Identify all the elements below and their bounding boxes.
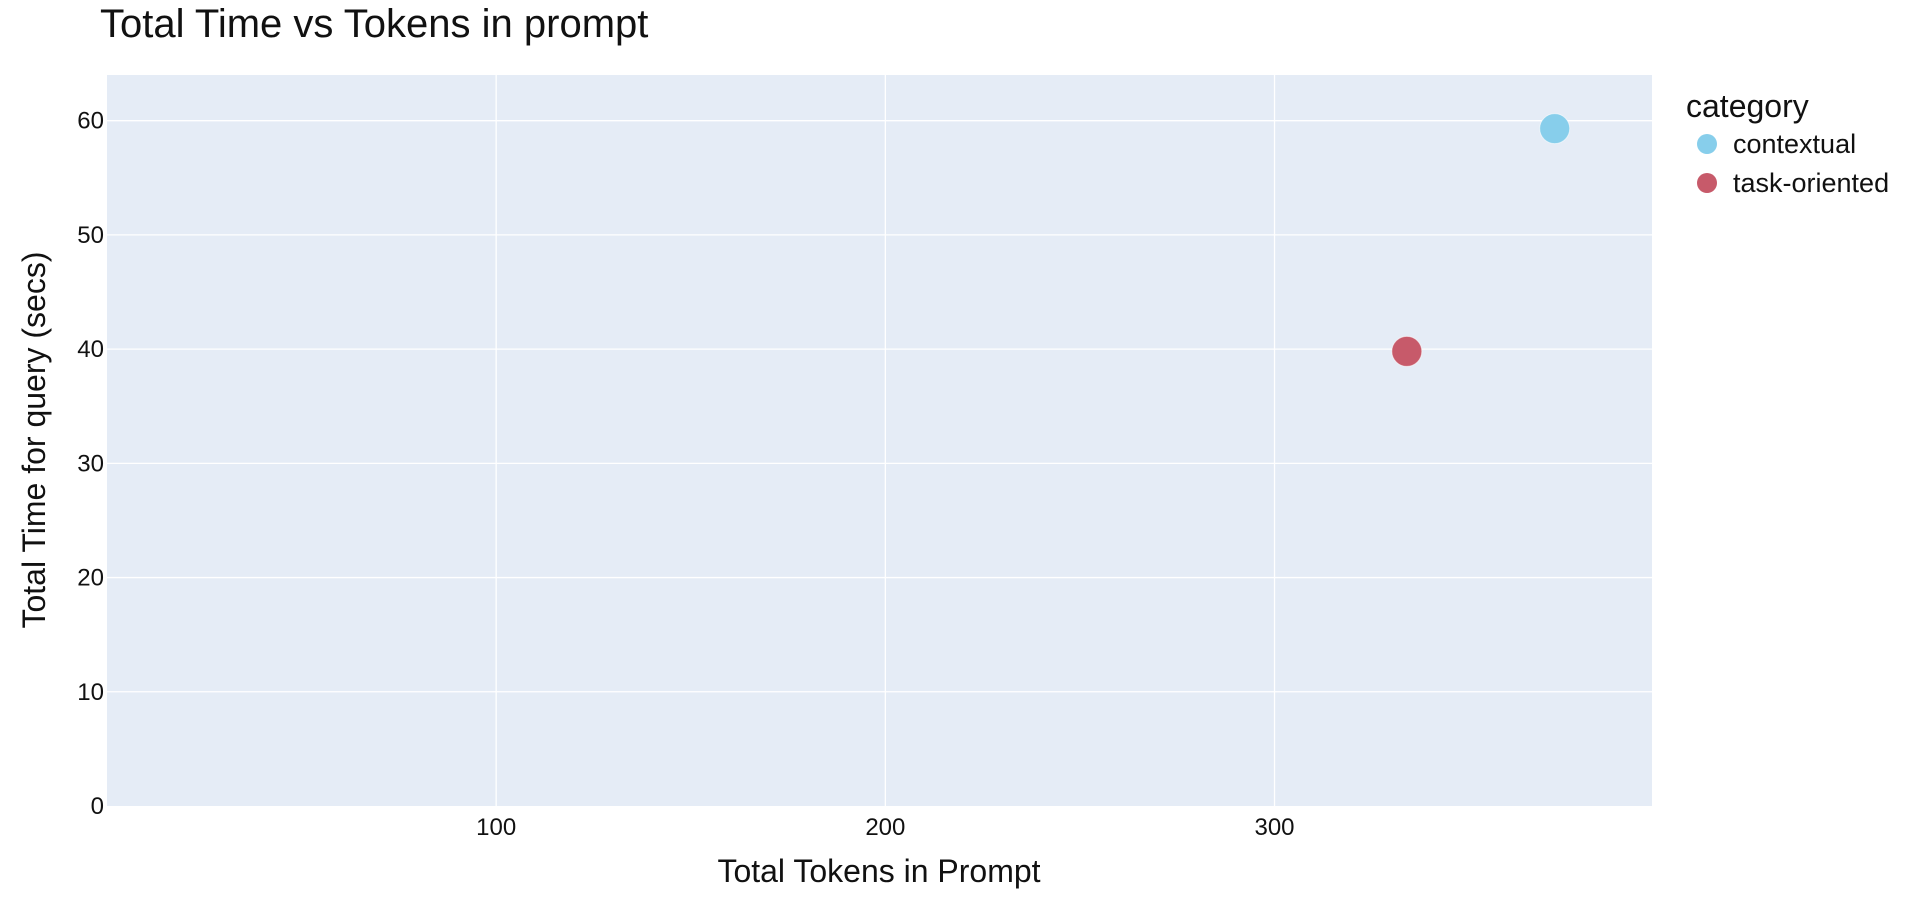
plot-area [107, 75, 1652, 806]
x-tick-label: 200 [865, 814, 905, 841]
legend: category contextual task-oriented [1686, 88, 1889, 198]
y-tick-label: 20 [77, 565, 104, 592]
y-axis-title: Total Time for query (secs) [16, 252, 52, 629]
legend-title: category [1686, 88, 1809, 124]
y-tick-label: 10 [77, 679, 104, 706]
y-tick-label: 60 [77, 108, 104, 135]
x-tick-label: 300 [1254, 814, 1294, 841]
legend-label-task-oriented: task-oriented [1733, 168, 1889, 198]
y-tick-label: 0 [91, 793, 104, 820]
legend-marker-contextual [1697, 134, 1717, 154]
y-tick-label: 30 [77, 450, 104, 477]
x-axis-ticks: 100 200 300 [476, 814, 1294, 841]
data-point-contextual [1539, 113, 1571, 145]
data-points [1391, 113, 1571, 367]
legend-label-contextual: contextual [1733, 129, 1856, 159]
y-tick-label: 40 [77, 336, 104, 363]
chart-title: Total Time vs Tokens in prompt [100, 2, 648, 46]
gridlines [107, 75, 1652, 806]
legend-marker-task-oriented [1697, 173, 1717, 193]
y-tick-label: 50 [77, 222, 104, 249]
x-tick-label: 100 [476, 814, 516, 841]
x-axis-title: Total Tokens in Prompt [717, 853, 1040, 889]
data-point-task-oriented [1391, 335, 1423, 367]
y-axis-ticks: 0 10 20 30 40 50 60 [77, 108, 104, 820]
